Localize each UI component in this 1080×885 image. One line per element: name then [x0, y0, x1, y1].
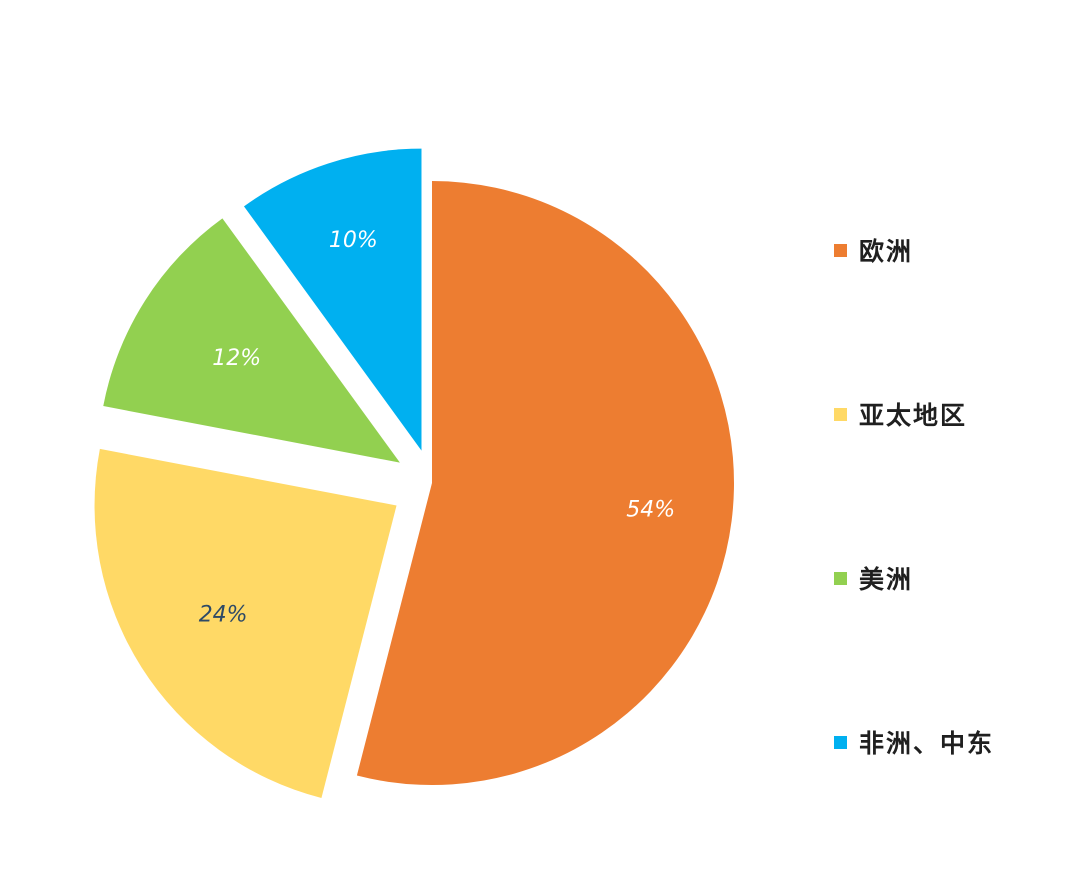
legend-swatch-asia-pacific [834, 407, 847, 421]
slice-americas[interactable] [103, 218, 400, 463]
label-asia-pacific: 24% [199, 603, 248, 628]
label-africa-middle-east: 10% [329, 228, 378, 253]
legend-swatch-americas [834, 571, 847, 585]
legend-item-africa-middle-east[interactable]: 非洲、中东 [834, 720, 994, 764]
slice-africa-middle-east[interactable] [243, 148, 422, 451]
label-americas: 12% [212, 346, 261, 371]
legend-label-europe: 欧洲 [859, 237, 914, 266]
legend-item-americas[interactable]: 美洲 [834, 556, 913, 600]
label-europe: 54% [626, 498, 675, 523]
legend-item-asia-pacific[interactable]: 亚太地区 [834, 392, 967, 436]
legend-label-americas: 美洲 [859, 565, 914, 594]
legend-label-asia-pacific: 亚太地区 [859, 401, 968, 430]
legend-swatch-africa-middle-east [834, 735, 847, 749]
slice-asia-pacific[interactable] [94, 448, 397, 799]
slice-europe[interactable] [356, 181, 735, 785]
legend-swatch-europe [834, 243, 847, 257]
legend-label-africa-middle-east: 非洲、中东 [859, 729, 995, 758]
legend-item-europe[interactable]: 欧洲 [834, 228, 913, 272]
